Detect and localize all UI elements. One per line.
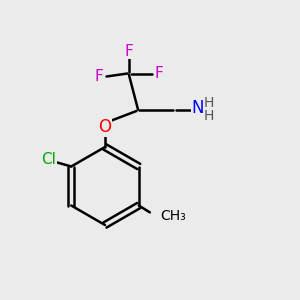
- Text: F: F: [94, 69, 103, 84]
- Text: F: F: [154, 66, 164, 81]
- Text: N: N: [192, 99, 204, 117]
- Text: Cl: Cl: [41, 152, 56, 166]
- Text: F: F: [124, 44, 134, 59]
- Text: O: O: [98, 118, 112, 136]
- Text: H: H: [204, 96, 214, 110]
- Text: H: H: [204, 109, 214, 123]
- Text: CH₃: CH₃: [160, 209, 185, 223]
